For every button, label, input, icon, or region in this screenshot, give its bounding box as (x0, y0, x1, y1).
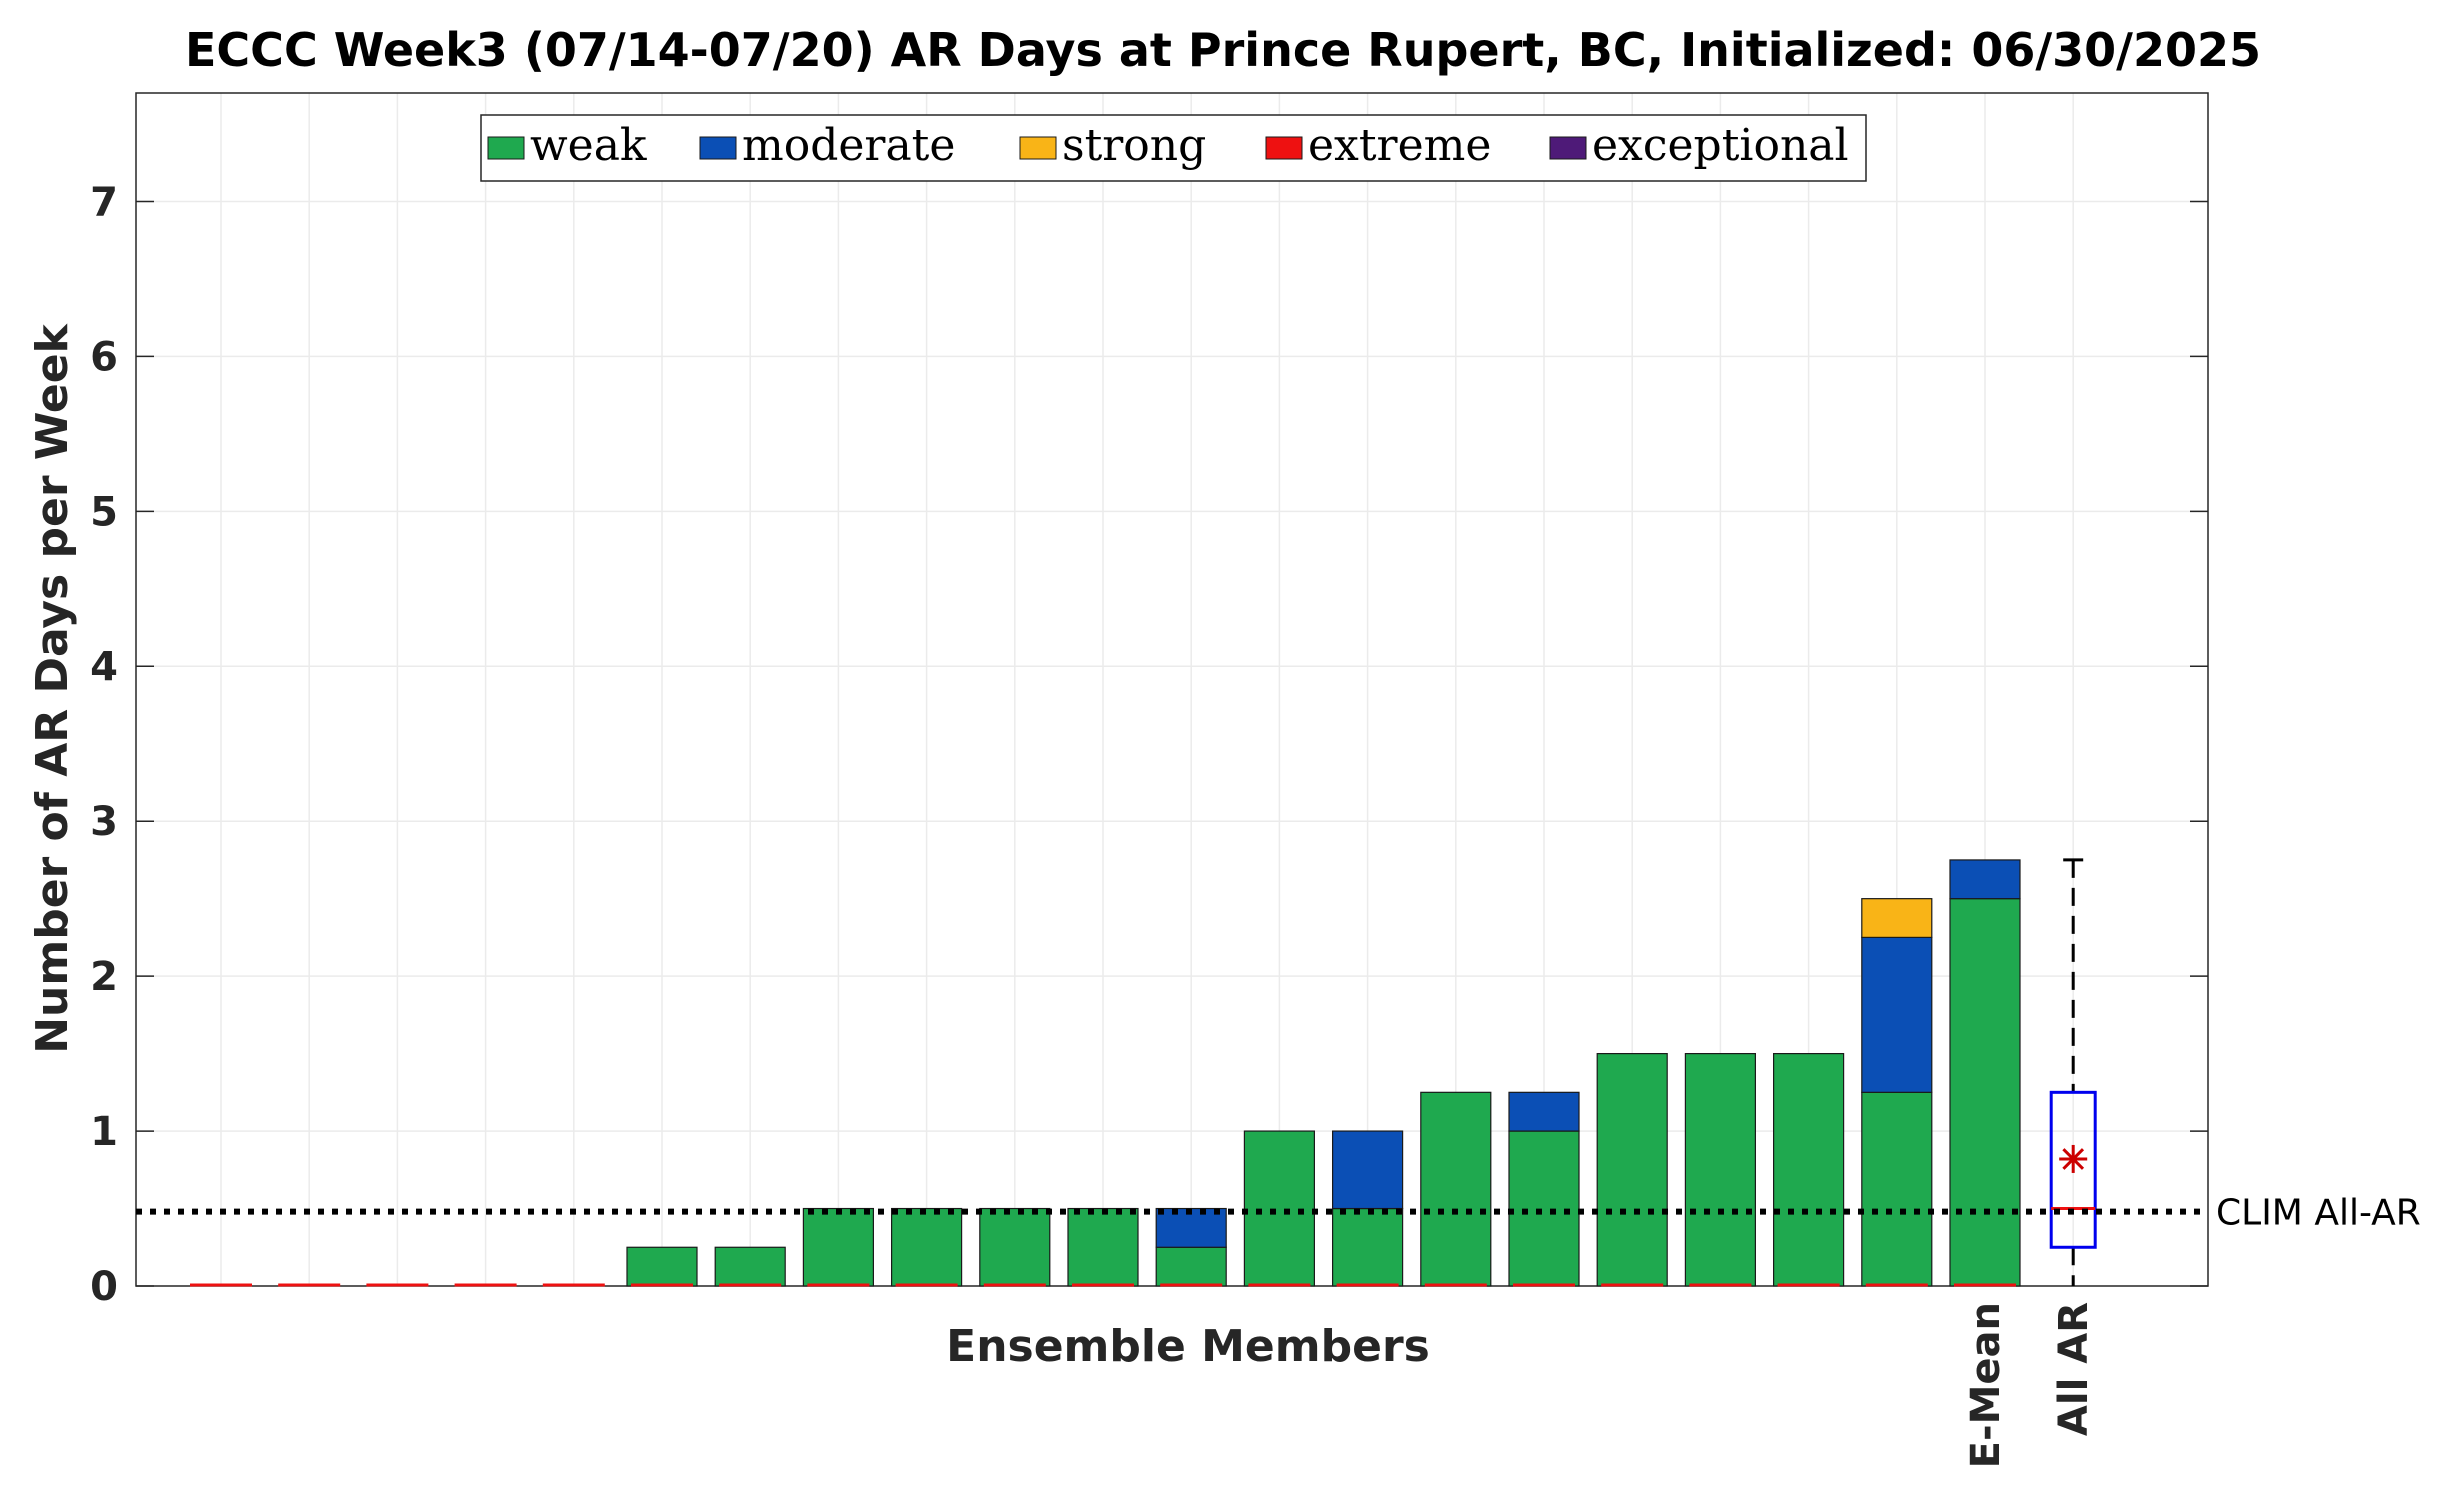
category-label: E-Mean (1963, 1302, 2009, 1468)
legend-label-weak: weak (530, 120, 647, 171)
bar-strong (1861, 898, 1933, 938)
bar-weak (1772, 1052, 1845, 1287)
y-tick-label: 7 (90, 179, 118, 225)
bar-weak (1949, 898, 2021, 1287)
bar-weak (1155, 1246, 1227, 1287)
y-tick-label: 1 (90, 1109, 118, 1155)
bar-moderate (1861, 936, 1933, 1093)
bar-moderate (1155, 1207, 1227, 1248)
reference-line-label: CLIM All-AR (2216, 1193, 2421, 1234)
bar-weak (979, 1207, 1051, 1287)
bar-weak (1243, 1130, 1316, 1287)
legend-swatch-strong (1019, 136, 1057, 160)
legend-swatch-extreme (1265, 136, 1303, 160)
legend-swatch-exceptional (1549, 136, 1587, 160)
mean-marker (2059, 1144, 2088, 1173)
bar-weak (802, 1207, 875, 1287)
reference-line-group: CLIM All-AR (136, 1193, 2421, 1234)
bar-weak (1596, 1052, 1668, 1287)
bars (190, 859, 2021, 1287)
legend-swatch-weak (487, 136, 525, 160)
bar-weak (626, 1246, 698, 1287)
y-tick-label: 6 (90, 334, 118, 380)
bar-weak (1331, 1207, 1404, 1287)
category-labels: E-Mean All AR (1963, 1302, 2097, 1468)
bar-moderate (1949, 859, 2021, 900)
legend-label-strong: strong (1062, 120, 1206, 171)
legend-label-extreme: extreme (1308, 120, 1491, 171)
y-tick-label: 4 (90, 644, 118, 690)
chart-title: ECCC Week3 (07/14-07/20) AR Days at Prin… (185, 23, 2261, 77)
bar-weak (1684, 1052, 1757, 1287)
bar-weak (1420, 1091, 1492, 1287)
legend-swatch-moderate (699, 136, 737, 160)
bar-weak (1508, 1130, 1580, 1287)
bar-moderate (1508, 1091, 1580, 1132)
mean-stroke (2062, 1148, 2085, 1170)
y-tick-label: 3 (90, 799, 118, 845)
legend-label-moderate: moderate (742, 120, 955, 171)
bar-weak (890, 1207, 963, 1287)
legend: weak moderate strong extreme exceptional (480, 114, 1867, 182)
bar-weak (714, 1246, 786, 1287)
legend-label-exceptional: exceptional (1592, 120, 1849, 171)
x-axis-label: Ensemble Members (946, 1321, 1430, 1372)
bar-weak (1861, 1091, 1933, 1287)
bar-moderate (1331, 1130, 1404, 1210)
category-label: All AR (2051, 1302, 2097, 1436)
box (2049, 1090, 2097, 1249)
y-axis-label: Number of AR Days per Week (27, 322, 78, 1053)
y-tick-label: 2 (90, 954, 118, 1000)
boxplot (2049, 858, 2097, 1286)
bar-weak (1067, 1207, 1139, 1287)
y-tick-label: 0 (90, 1264, 118, 1310)
y-ticks: 0 1 2 3 4 5 6 7 (90, 179, 2208, 1310)
y-tick-label: 5 (90, 489, 118, 535)
